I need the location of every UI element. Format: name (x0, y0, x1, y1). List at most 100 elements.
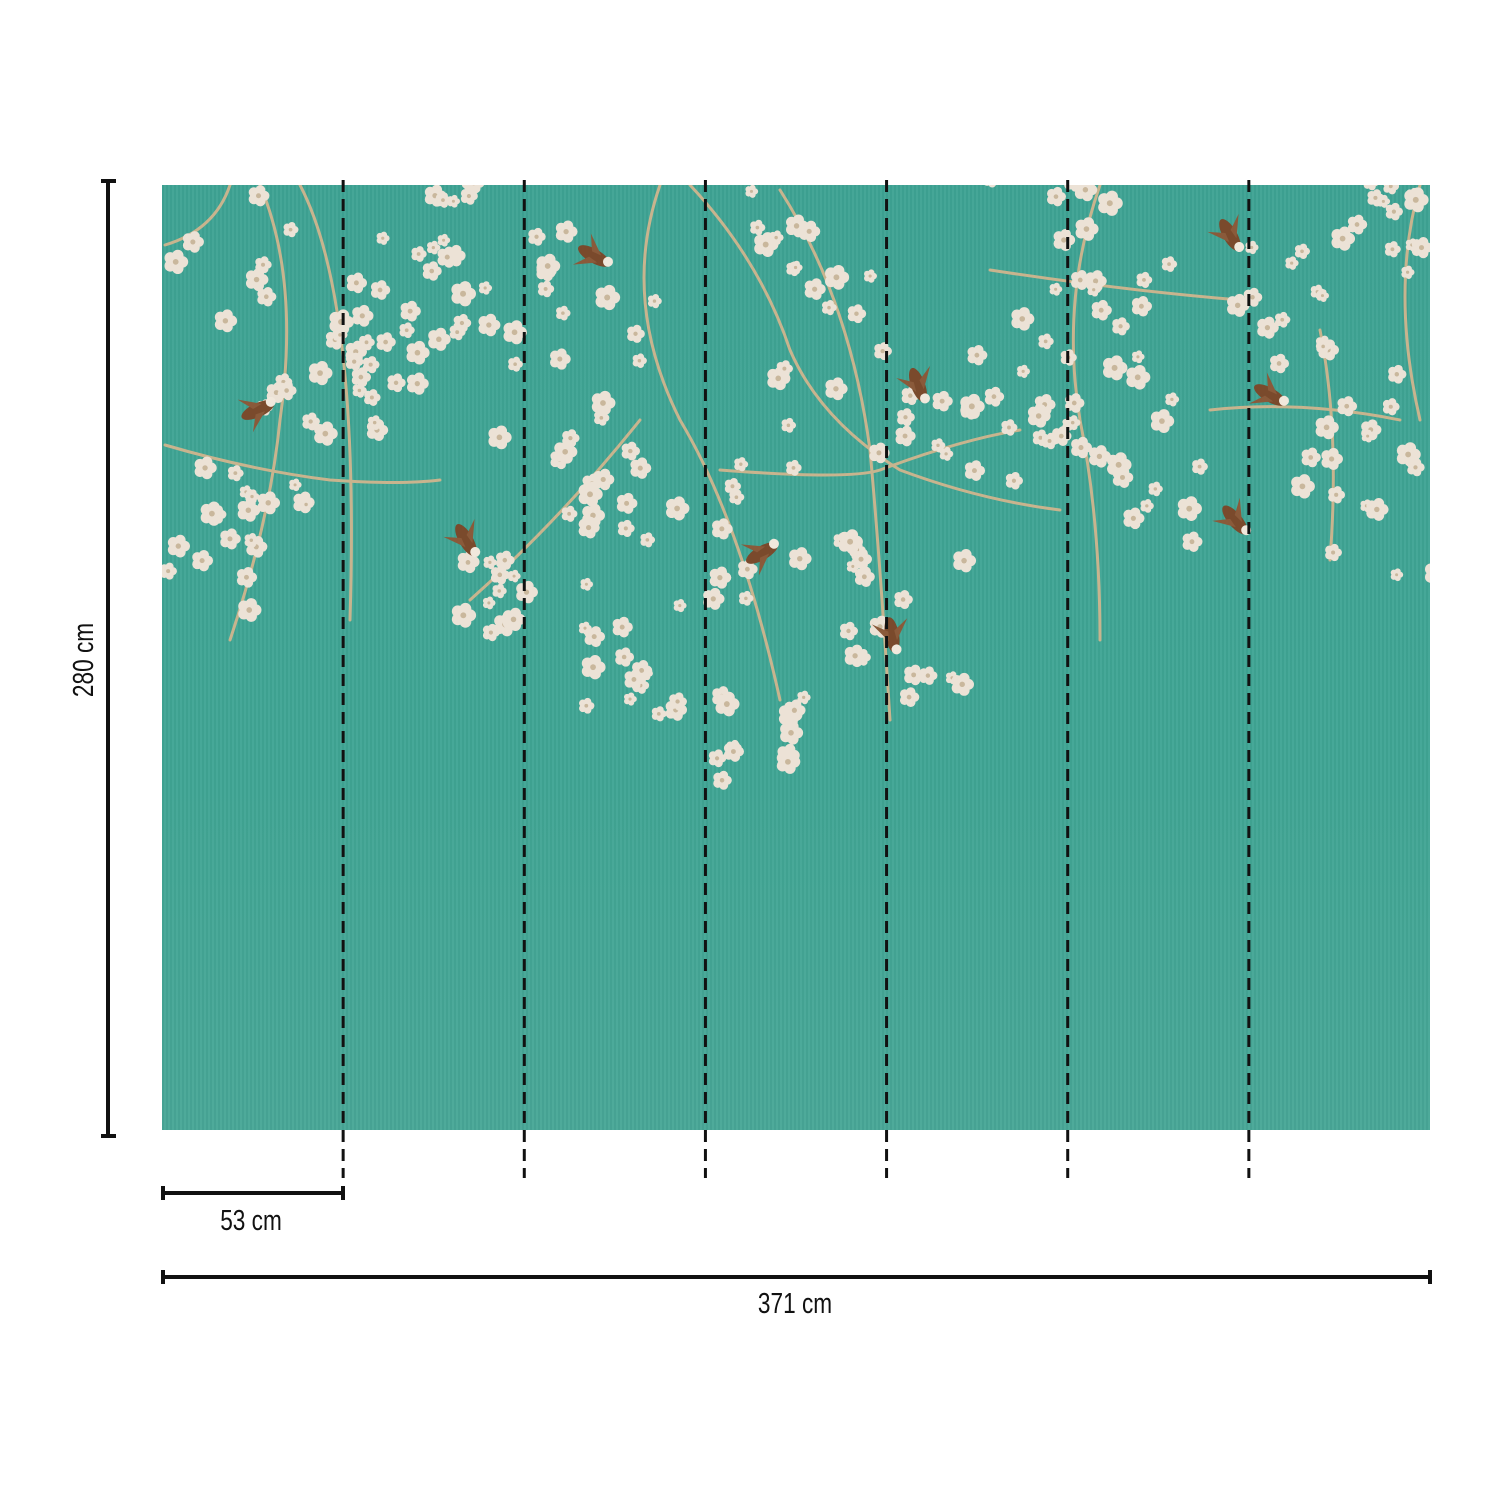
blossom (1071, 436, 1093, 459)
branch (688, 185, 1062, 512)
blossom (1017, 364, 1030, 378)
blossom (1005, 471, 1023, 490)
blossom (192, 549, 214, 572)
blossom (776, 360, 793, 377)
blossom (1316, 289, 1330, 302)
blossom (194, 456, 217, 480)
blossom (1074, 185, 1098, 202)
blossom (1424, 563, 1430, 583)
blossom (581, 654, 606, 680)
blossom (299, 497, 314, 512)
blossom (1404, 187, 1429, 213)
blossom (780, 720, 804, 745)
blossom (245, 489, 260, 504)
blossom (708, 749, 727, 768)
blossom (255, 256, 272, 274)
blossom (651, 706, 667, 722)
blossom (825, 264, 850, 290)
blossom (478, 313, 501, 337)
blossom (508, 569, 521, 583)
blossom (422, 261, 442, 281)
blossom (370, 280, 391, 300)
blossom (984, 185, 996, 188)
blossom (939, 446, 954, 461)
blossom (734, 457, 749, 472)
blossom (1325, 543, 1342, 562)
branch (163, 185, 232, 247)
blossom (822, 300, 837, 316)
blossom (723, 741, 745, 762)
height-label: 280 cm (66, 623, 99, 697)
blossom (1049, 282, 1063, 296)
blossom (411, 246, 427, 262)
blossom (786, 214, 809, 238)
blossom (483, 555, 497, 570)
blossom (244, 532, 259, 548)
blossom (1384, 241, 1401, 258)
blossom (367, 415, 383, 430)
blossom (895, 425, 916, 447)
blossom (1103, 355, 1128, 381)
blossom (427, 240, 441, 255)
blossom (167, 534, 190, 558)
branch (228, 185, 289, 642)
bird (572, 233, 613, 267)
blossom (984, 386, 1005, 407)
blossom (591, 390, 616, 416)
blossom (139, 616, 154, 631)
blossom (612, 616, 633, 638)
blossom (669, 692, 687, 711)
blossom (302, 412, 320, 431)
blossom (352, 304, 374, 327)
branch (988, 268, 1242, 302)
blossom (617, 519, 635, 538)
blossom (666, 496, 690, 521)
blossom (1132, 350, 1145, 364)
blossom (554, 439, 578, 464)
blossom (1192, 458, 1208, 475)
blossom (1091, 299, 1112, 321)
blossom (1401, 265, 1415, 279)
blossom (624, 692, 637, 706)
mural-image (139, 165, 1430, 1130)
branch (1208, 405, 1402, 422)
blossom (164, 249, 189, 275)
blossom (1087, 282, 1101, 297)
blossom (717, 165, 730, 179)
blossom (503, 320, 527, 345)
blossom (1390, 568, 1404, 582)
blossom (1126, 364, 1151, 390)
blossom (238, 598, 262, 622)
blossom (1047, 186, 1066, 207)
blossom (595, 284, 621, 311)
blossom (647, 294, 662, 309)
blossom (556, 305, 571, 321)
blossom (435, 192, 451, 208)
blossom (899, 687, 920, 708)
blossom (314, 421, 338, 446)
blossom (428, 327, 451, 351)
blossom (1407, 458, 1425, 477)
blossom (482, 596, 496, 610)
blossom (1383, 185, 1400, 195)
blossom (854, 566, 875, 588)
blossom (451, 281, 476, 307)
blossom (825, 377, 848, 401)
blossom (1027, 404, 1051, 428)
blossom (362, 356, 380, 374)
blossom (627, 324, 645, 343)
blossom (220, 528, 241, 550)
blossom (1161, 256, 1178, 272)
panel-width-label: 53 cm (220, 1203, 282, 1236)
blossom (864, 269, 877, 283)
blossom (621, 441, 640, 461)
panel-seams (341, 180, 1251, 1178)
blossom (200, 501, 225, 526)
blossom (632, 353, 647, 369)
total-width-label: 371 cm (758, 1286, 832, 1319)
blossom (1388, 364, 1407, 384)
panel-width-dimension (161, 1186, 345, 1200)
blossom (1315, 415, 1339, 440)
blossom (1065, 415, 1081, 431)
blossom (1257, 316, 1279, 339)
